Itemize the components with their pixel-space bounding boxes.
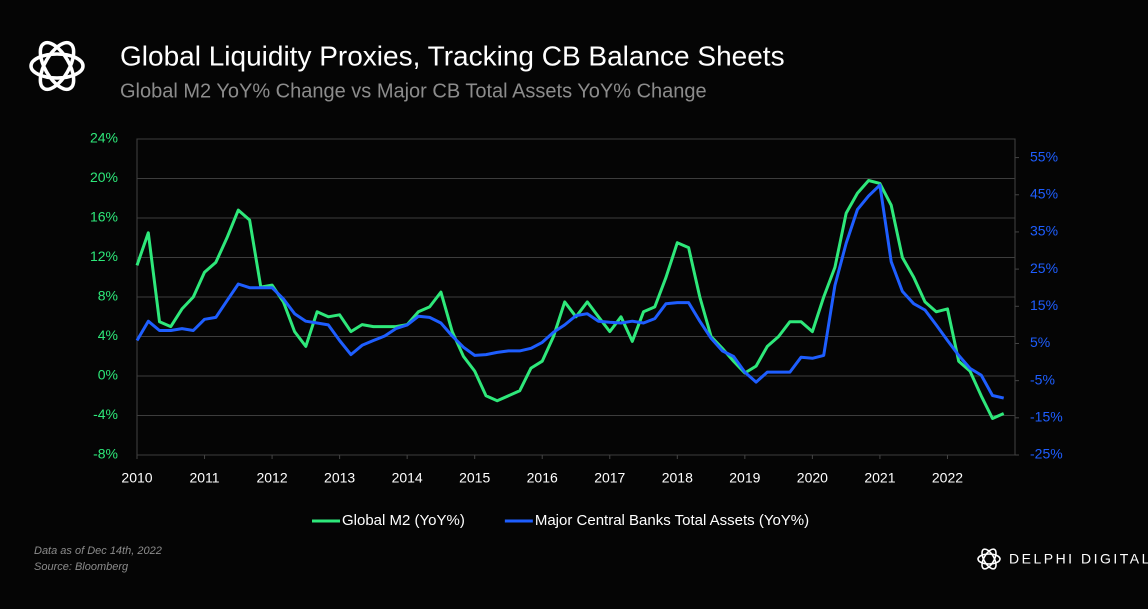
y2-tick-label: -15% bbox=[1030, 409, 1063, 425]
y-tick-label: 8% bbox=[98, 288, 118, 304]
x-tick-label: 2016 bbox=[527, 470, 558, 486]
x-tick-label: 2020 bbox=[797, 470, 828, 486]
brand-logo bbox=[977, 548, 1001, 570]
y2-tick-label: 35% bbox=[1030, 223, 1058, 239]
y2-tick-label: -25% bbox=[1030, 446, 1063, 462]
y-tick-label: 20% bbox=[90, 169, 118, 185]
y-tick-label: -4% bbox=[93, 406, 118, 422]
x-tick-label: 2019 bbox=[729, 470, 760, 486]
x-tick-label: 2021 bbox=[864, 470, 895, 486]
x-tick-label: 2015 bbox=[459, 470, 490, 486]
brand: DELPHI DIGITAL bbox=[1009, 551, 1148, 567]
y2-tick-label: -5% bbox=[1030, 371, 1055, 387]
x-tick-label: 2017 bbox=[594, 470, 625, 486]
y2-tick-label: 45% bbox=[1030, 185, 1058, 201]
x-tick-label: 2022 bbox=[932, 470, 963, 486]
x-tick-label: 2013 bbox=[324, 470, 355, 486]
x-tick-label: 2012 bbox=[256, 470, 287, 486]
logo bbox=[29, 40, 85, 92]
note: Data as of Dec 14th, 2022 bbox=[34, 545, 162, 557]
y-tick-label: 16% bbox=[90, 209, 118, 225]
legend-label: Major Central Banks Total Assets (YoY%) bbox=[535, 512, 809, 529]
x-tick-label: 2018 bbox=[662, 470, 693, 486]
y-tick-label: 4% bbox=[98, 327, 118, 343]
chart-title: Global Liquidity Proxies, Tracking CB Ba… bbox=[120, 40, 785, 71]
y2-tick-label: 5% bbox=[1030, 334, 1050, 350]
note: Source: Bloomberg bbox=[34, 561, 129, 573]
y-tick-label: 0% bbox=[98, 367, 118, 383]
y-tick-label: 12% bbox=[90, 248, 118, 264]
x-tick-label: 2014 bbox=[392, 470, 423, 486]
chart-subtitle: Global M2 YoY% Change vs Major CB Total … bbox=[120, 80, 707, 102]
y2-tick-label: 15% bbox=[1030, 297, 1058, 313]
y2-tick-label: 55% bbox=[1030, 148, 1058, 164]
x-tick-label: 2010 bbox=[121, 470, 152, 486]
legend-label: Global M2 (YoY%) bbox=[342, 512, 465, 529]
y2-tick-label: 25% bbox=[1030, 260, 1058, 276]
series-line bbox=[135, 183, 1005, 400]
y-tick-label: -8% bbox=[93, 446, 118, 462]
x-tick-label: 2011 bbox=[189, 470, 219, 486]
y-tick-label: 24% bbox=[90, 130, 118, 146]
